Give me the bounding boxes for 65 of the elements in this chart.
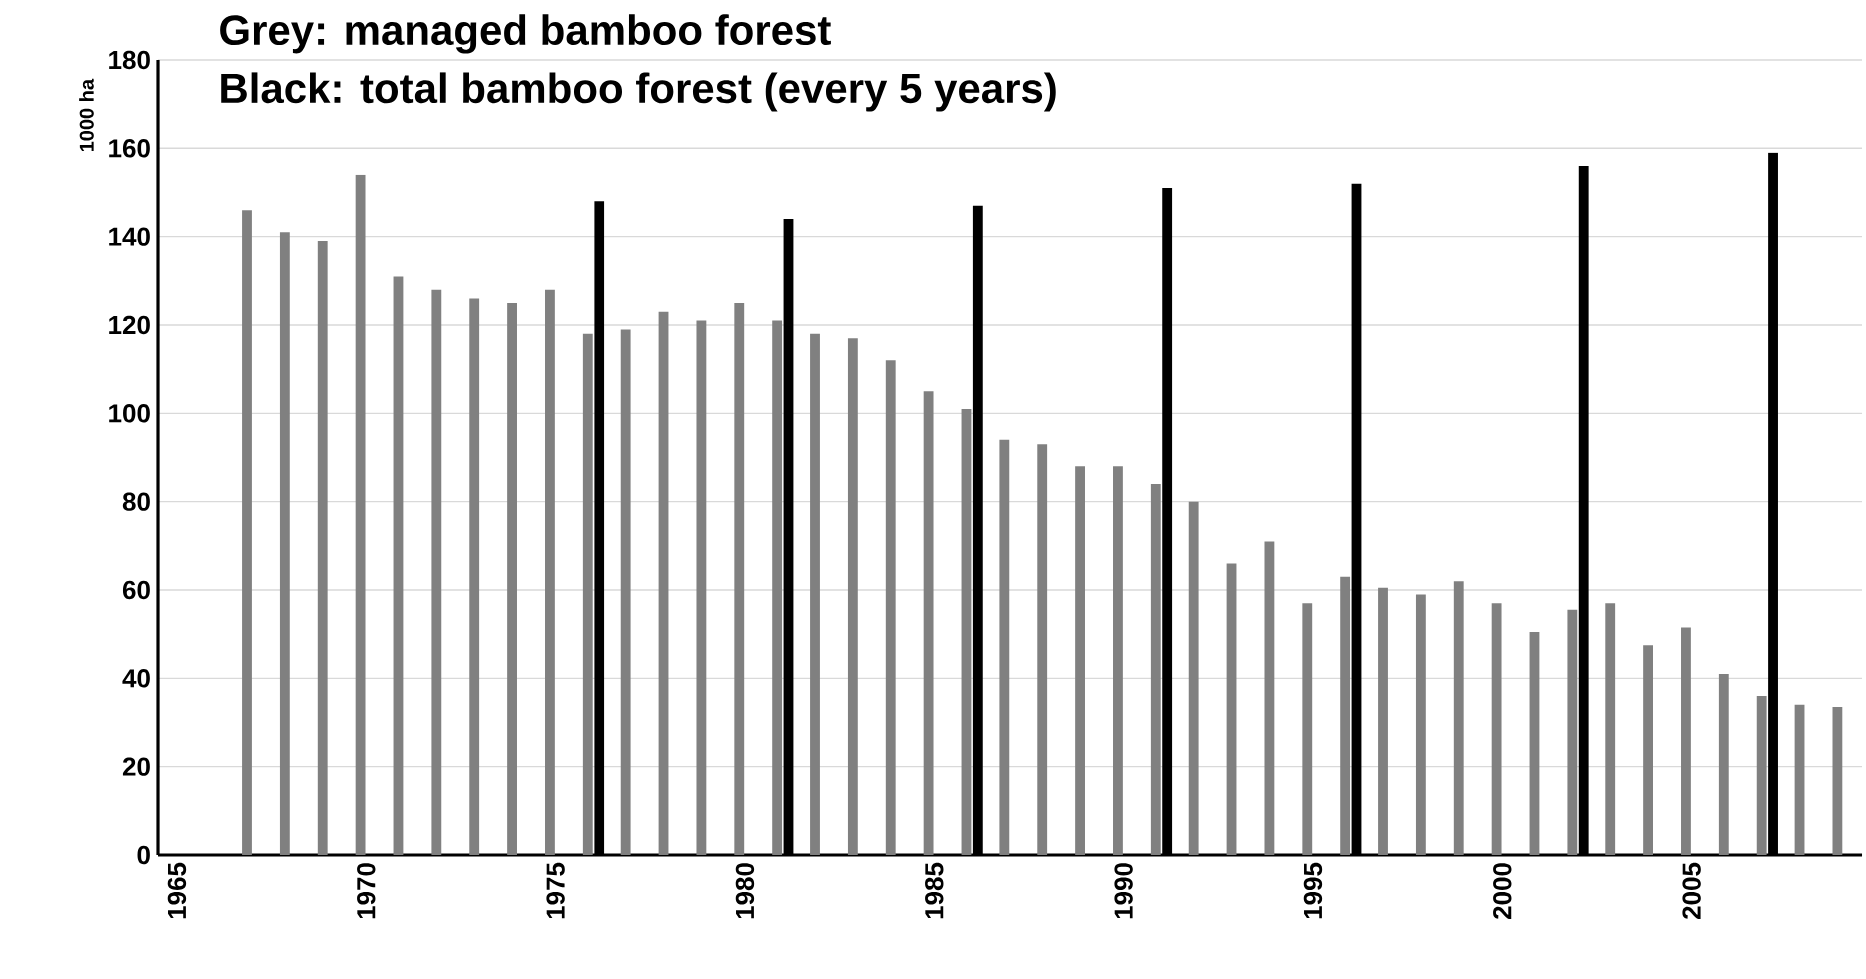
bar	[885, 360, 896, 855]
bar	[1188, 501, 1199, 855]
y-tick-label: 160	[109, 139, 150, 158]
x-tick-label: 1990	[1114, 863, 1133, 919]
bar	[999, 439, 1010, 855]
y-tick-label: 20	[122, 757, 150, 776]
bar	[1264, 541, 1275, 855]
bar	[431, 289, 442, 855]
bar	[507, 302, 517, 855]
bar	[582, 333, 593, 855]
bar	[1075, 466, 1085, 855]
x-tick-label: 1985	[925, 862, 944, 919]
bar	[620, 329, 631, 855]
bar	[658, 311, 669, 855]
bar	[317, 241, 328, 855]
y-tick-label: 140	[109, 227, 150, 246]
bar	[1150, 484, 1161, 855]
bar	[1037, 444, 1048, 855]
bar	[355, 174, 366, 855]
bar	[734, 302, 745, 855]
bar	[1681, 627, 1691, 855]
chart-subtitle: Black: total bamboo forest (every 5 years)	[221, 72, 1056, 112]
bar	[1340, 576, 1351, 855]
y-tick-label: 120	[109, 315, 150, 335]
x-tick-label: 1965	[167, 862, 187, 919]
x-tick-label: 1970	[357, 863, 376, 919]
y-tick-label: 60	[122, 580, 150, 600]
bar	[1491, 603, 1502, 855]
bar	[1302, 603, 1313, 855]
bar	[961, 408, 972, 855]
bar	[1226, 563, 1237, 855]
x-tick-label: 1975	[546, 862, 565, 919]
y-tick-label: 80	[122, 492, 150, 511]
x-tick-label: 2000	[1493, 863, 1512, 919]
x-tick-label: 1980	[735, 863, 755, 919]
bar	[923, 391, 934, 855]
bar	[1415, 594, 1426, 855]
bar	[1794, 704, 1805, 855]
bar	[847, 338, 858, 855]
bar	[1113, 466, 1123, 855]
x-tick-label: 2005	[1682, 862, 1701, 919]
bar	[469, 298, 480, 855]
bar	[1378, 587, 1388, 855]
bar	[1643, 645, 1653, 855]
chart-title: Grey: managed bamboo forest	[220, 14, 831, 54]
bar	[1756, 695, 1767, 855]
bar	[393, 276, 404, 855]
bar	[545, 289, 555, 855]
bar	[279, 232, 290, 855]
bar	[1605, 603, 1616, 855]
bar	[1567, 609, 1578, 855]
bar	[810, 333, 820, 855]
bar	[1453, 581, 1464, 855]
bar	[242, 210, 252, 855]
bar	[1718, 673, 1729, 855]
y-axis-title: 1000 ha	[79, 78, 94, 152]
bar	[696, 320, 707, 855]
bar	[772, 320, 783, 855]
bar	[1832, 707, 1843, 855]
bar	[1529, 631, 1540, 855]
y-tick-label: 40	[122, 669, 150, 688]
y-tick-label: 180	[109, 50, 150, 70]
x-tick-label: 1995	[1303, 862, 1323, 919]
y-tick-label: 0	[137, 845, 150, 865]
y-tick-label: 100	[109, 404, 150, 423]
